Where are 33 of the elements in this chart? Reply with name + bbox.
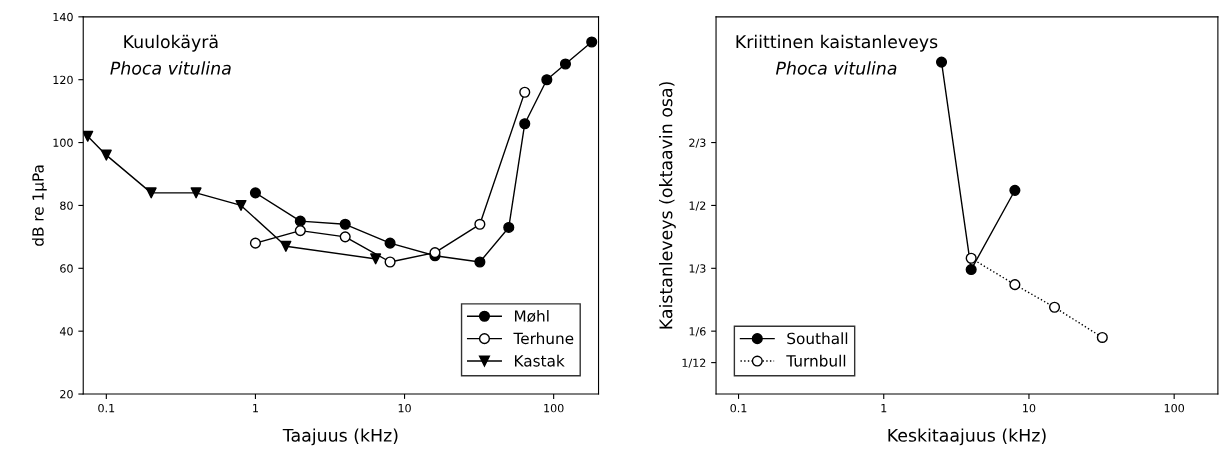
- x-tick-label: 100: [544, 403, 564, 413]
- legend-label: Terhune: [513, 332, 574, 345]
- y-tick-label: 1/6: [689, 327, 706, 337]
- x-tick-label: 1: [253, 404, 258, 413]
- y-tick-label: 1/3: [689, 264, 706, 274]
- text: Kuulokäyrä: [124, 34, 218, 52]
- y-tick-label: 20: [60, 390, 73, 399]
- legend-label: Southall: [787, 332, 848, 345]
- legend-label: Turnbull: [786, 354, 846, 367]
- y-tick-label: 1/12: [682, 358, 706, 368]
- x-tick-label: 1: [881, 404, 887, 413]
- y-tick-label: 2/3: [689, 138, 706, 148]
- y-tick-label: 120: [53, 75, 73, 85]
- y-tick-label: 40: [59, 327, 73, 336]
- y-tick-label: 140: [53, 12, 73, 22]
- legend-label: Kastak: [515, 354, 565, 367]
- y-tick-label: 1/2: [689, 201, 706, 211]
- x-axis-title: Keskitaajuus (kHz): [888, 428, 1046, 446]
- x-tick-label: 0.1: [730, 403, 747, 413]
- x-axis-title: Taajuus (kHz): [282, 428, 398, 446]
- x-tick-label: 100: [1164, 403, 1185, 413]
- text: Phoca vitulina: [775, 61, 897, 75]
- x-tick-label: 10: [1023, 403, 1036, 413]
- legend-label: Møhl: [515, 309, 549, 323]
- y-axis-title: dB re 1µPa: [31, 165, 47, 246]
- y-tick-label: 100: [53, 138, 73, 147]
- y-tick-label: 60: [60, 264, 73, 273]
- text: Phoca vitulina: [110, 61, 231, 75]
- x-tick-label: 10: [398, 403, 411, 413]
- x-tick-label: 0.1: [98, 403, 115, 413]
- y-axis-title: Kaistanleveys (oktaavin osa): [659, 82, 676, 329]
- text: Kriittinen kaistanleveys: [736, 34, 938, 52]
- y-tick-label: 80: [60, 201, 73, 210]
